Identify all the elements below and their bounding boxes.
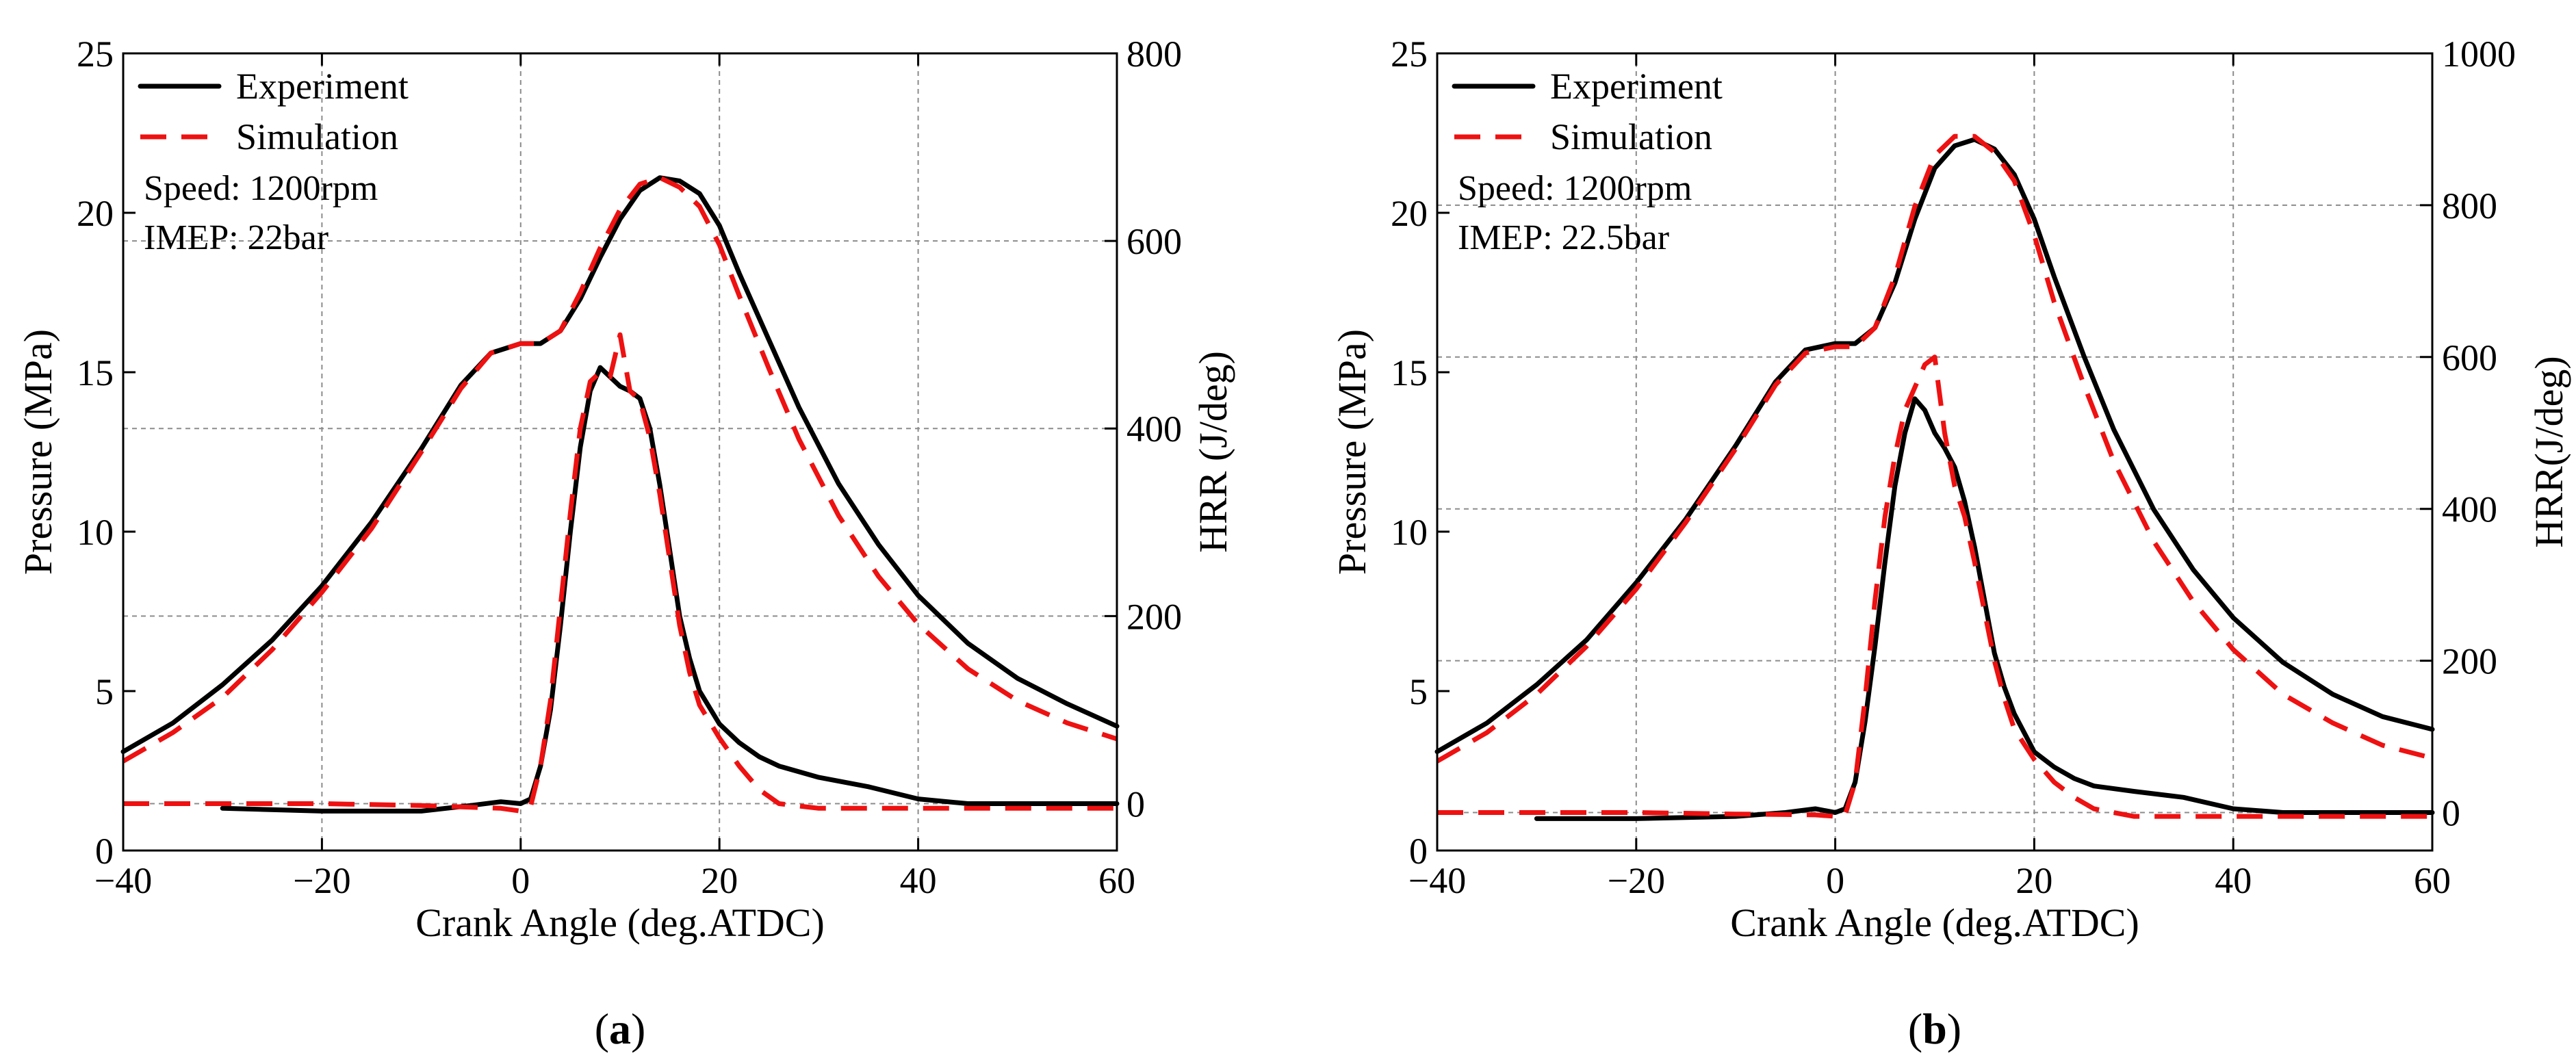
legend: Experiment Simulation [138, 66, 409, 157]
y2-tick-label: 1000 [2442, 34, 2516, 75]
chart-panel-b: −40 −20 0 20 40 60051015202502004006008001000… [1330, 34, 2571, 1053]
series-simulation-pressure [122, 175, 1118, 764]
y-axis-title: Pressure (MPa) [1330, 329, 1374, 575]
panel-label: (b) [1908, 1004, 1961, 1053]
series-simulation-hrr [1437, 354, 2432, 819]
y2-tick-label: 0 [2442, 793, 2460, 834]
y-tick-label: 5 [95, 671, 114, 712]
series-simulation-pressure [1436, 133, 2433, 764]
y-tick-label: 0 [1409, 831, 1428, 872]
y2-tick-label: 800 [2442, 185, 2497, 226]
annotation-imep: IMEP: 22bar [144, 218, 329, 257]
series-layer [120, 175, 1120, 814]
x-tick-label: 40 [2215, 860, 2252, 901]
plot-frame [122, 52, 1118, 852]
x-tick-label: −40 [1408, 860, 1466, 901]
y2-axis-title: HRR(J/deg) [2527, 356, 2571, 547]
series-experiment-pressure [120, 175, 1120, 754]
panel-label: (a) [595, 1004, 646, 1053]
x-tick-label: 20 [2015, 860, 2052, 901]
x-tick-label: −20 [1608, 860, 1665, 901]
legend-label-simulation: Simulation [236, 116, 398, 157]
y-tick-label: 25 [77, 34, 114, 75]
annotation-speed: Speed: 1200rpm [144, 169, 378, 208]
y2-tick-label: 600 [2442, 337, 2497, 378]
legend-label-experiment: Experiment [236, 66, 409, 107]
y-tick-label: 15 [77, 352, 114, 393]
y2-tick-label: 800 [1126, 34, 1182, 75]
y-tick-label: 10 [1391, 512, 1428, 553]
x-tick-label: 0 [1826, 860, 1844, 901]
legend: Experiment Simulation [1452, 66, 1723, 157]
legend-label-simulation: Simulation [1550, 116, 1712, 157]
y2-tick-label: 400 [2442, 489, 2497, 530]
x-tick-label: −40 [94, 860, 152, 901]
x-tick-label: 60 [1098, 860, 1135, 901]
y-tick-label: 0 [95, 831, 114, 872]
y-axis-title: Pressure (MPa) [16, 329, 60, 575]
x-tick-label: 20 [701, 860, 738, 901]
annotation-imep: IMEP: 22.5bar [1458, 218, 1669, 257]
y-tick-label: 10 [77, 512, 114, 553]
y2-tick-label: 0 [1126, 783, 1145, 825]
x-tick-label: 60 [2414, 860, 2451, 901]
y2-tick-label: 400 [1126, 408, 1182, 450]
series-layer [1434, 133, 2435, 821]
series-experiment-hrr [220, 365, 1120, 814]
x-tick-label: −20 [293, 860, 350, 901]
y-tick-label: 20 [1391, 193, 1428, 234]
series-experiment-hrr [1534, 396, 2435, 821]
x-axis-title: Crank Angle (deg.ATDC) [1730, 900, 2139, 945]
x-axis-title: Crank Angle (deg.ATDC) [415, 900, 825, 945]
y-tick-label: 15 [1391, 352, 1428, 393]
y2-tick-label: 200 [2442, 641, 2497, 682]
y-tick-label: 20 [77, 193, 114, 234]
legend-label-experiment: Experiment [1550, 66, 1723, 107]
series-simulation-hrr [123, 332, 1117, 814]
y2-tick-label: 600 [1126, 221, 1182, 262]
x-tick-label: 0 [511, 860, 530, 901]
y-tick-label: 25 [1391, 34, 1428, 75]
annotation-speed: Speed: 1200rpm [1458, 169, 1692, 208]
y2-axis-title: HRR (J/deg) [1191, 351, 1235, 553]
y2-tick-label: 200 [1126, 596, 1182, 637]
plot-frame [1436, 52, 2434, 852]
x-tick-label: 40 [900, 860, 937, 901]
y-tick-label: 5 [1409, 671, 1428, 712]
